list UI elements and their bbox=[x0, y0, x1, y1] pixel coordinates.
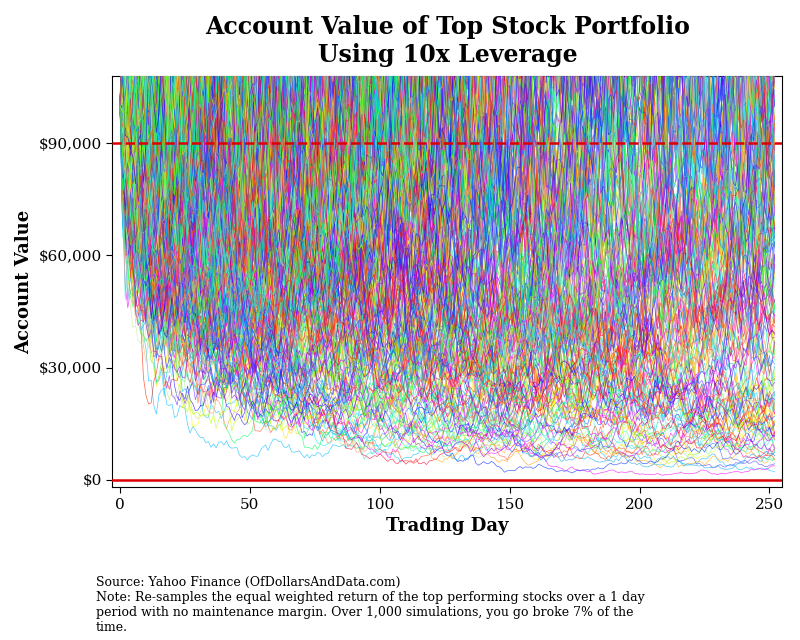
Y-axis label: Account Value: Account Value bbox=[15, 209, 33, 354]
X-axis label: Trading Day: Trading Day bbox=[386, 517, 509, 536]
Title: Account Value of Top Stock Portfolio
Using 10x Leverage: Account Value of Top Stock Portfolio Usi… bbox=[205, 15, 690, 67]
Text: Source: Yahoo Finance (OfDollarsAndData.com)
Note: Re-samples the equal weighted: Source: Yahoo Finance (OfDollarsAndData.… bbox=[96, 575, 645, 634]
